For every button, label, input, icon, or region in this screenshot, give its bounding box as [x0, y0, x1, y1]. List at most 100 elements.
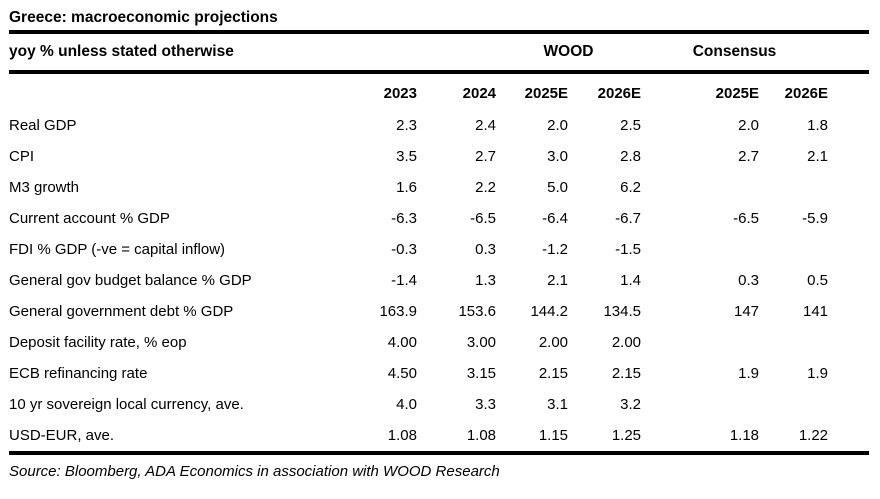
table-title: Greece: macroeconomic projections [9, 6, 869, 34]
table-row: 10 yr sovereign local currency, ave. 4.0… [9, 389, 869, 420]
row-label: General government debt % GDP [9, 303, 234, 320]
value-cell: 2.4 [475, 117, 497, 134]
row-label: Deposit facility rate, % eop [9, 334, 187, 351]
year-header: 2025E [524, 85, 569, 102]
value-cell: 1.18 [729, 427, 760, 444]
row-label: CPI [9, 148, 35, 165]
value-cell: 2.0 [547, 117, 569, 134]
year-header: 2026E [784, 85, 829, 102]
value-cell [759, 172, 869, 203]
value-cell: 2.8 [620, 148, 642, 165]
table-row: FDI % GDP (-ve = capital inflow) -0.3 0.… [9, 234, 869, 265]
table-row: USD-EUR, ave. 1.08 1.08 1.15 1.25 1.18 1… [9, 420, 869, 453]
row-label: Real GDP [9, 117, 77, 134]
value-cell: -6.3 [391, 210, 417, 227]
value-cell: 1.6 [396, 179, 417, 196]
value-cell: 141 [802, 303, 829, 320]
value-cell: 2.15 [611, 365, 642, 382]
value-cell: 3.00 [466, 334, 497, 351]
row-label: USD-EUR, ave. [9, 427, 115, 444]
table-row: Real GDP 2.3 2.4 2.0 2.5 2.0 1.8 [9, 110, 869, 141]
value-cell: 0.3 [738, 272, 760, 289]
year-header: 2025E [715, 85, 760, 102]
row-label: FDI % GDP (-ve = capital inflow) [9, 241, 226, 258]
source-note: Source: Bloomberg, ADA Economics in asso… [9, 463, 500, 480]
value-cell: -5.9 [802, 210, 829, 227]
table-row: General government debt % GDP 163.9 153.… [9, 296, 869, 327]
value-cell [759, 234, 869, 265]
value-cell [641, 327, 759, 358]
value-cell: 1.9 [738, 365, 760, 382]
year-header: 2024 [462, 85, 497, 102]
row-label: Current account % GDP [9, 210, 170, 227]
value-cell: 0.3 [475, 241, 497, 258]
value-cell: 1.8 [807, 117, 829, 134]
value-cell: 3.2 [620, 396, 642, 413]
year-header: 2023 [383, 85, 417, 102]
table-row: Deposit facility rate, % eop 4.00 3.00 2… [9, 327, 869, 358]
value-cell: 1.08 [466, 427, 497, 444]
value-cell: -0.3 [391, 241, 417, 258]
value-cell [641, 234, 759, 265]
value-cell: 3.0 [547, 148, 569, 165]
value-cell: 2.2 [475, 179, 497, 196]
value-cell: 1.25 [611, 427, 642, 444]
table-row: General gov budget balance % GDP -1.4 1.… [9, 265, 869, 296]
row-label: General gov budget balance % GDP [9, 272, 252, 289]
row-label: ECB refinancing rate [9, 365, 148, 382]
macro-projections-table: yoy % unless stated otherwise WOOD Conse… [9, 34, 870, 455]
value-cell: 1.22 [798, 427, 829, 444]
value-cell [759, 389, 869, 420]
value-cell: 2.00 [538, 334, 569, 351]
year-header-row: 2023 2024 2025E 2026E 2025E 2026E [9, 72, 869, 110]
year-header: 2026E [597, 85, 642, 102]
consensus-group-header: Consensus [641, 34, 870, 74]
year-header-spacer [9, 72, 349, 110]
value-cell: -1.2 [542, 241, 569, 258]
value-cell: 2.00 [611, 334, 642, 351]
value-cell: 6.2 [620, 179, 642, 196]
row-label: 10 yr sovereign local currency, ave. [9, 396, 244, 413]
value-cell: 2.7 [738, 148, 760, 165]
value-cell: -1.4 [391, 272, 417, 289]
value-cell: 163.9 [379, 303, 417, 320]
units-note: yoy % unless stated otherwise [9, 34, 497, 74]
value-cell: -6.5 [470, 210, 497, 227]
value-cell: 1.3 [475, 272, 497, 289]
value-cell: 3.5 [396, 148, 417, 165]
value-cell [641, 172, 759, 203]
table-row: M3 growth 1.6 2.2 5.0 6.2 [9, 172, 869, 203]
value-cell: 5.0 [547, 179, 569, 196]
value-cell [641, 389, 759, 420]
value-cell: 3.15 [466, 365, 497, 382]
value-cell: 153.6 [458, 303, 497, 320]
value-cell: 3.1 [547, 396, 569, 413]
value-cell: 4.0 [396, 396, 417, 413]
value-cell: 4.00 [387, 334, 417, 351]
table-row: CPI 3.5 2.7 3.0 2.8 2.7 2.1 [9, 141, 869, 172]
value-cell: 2.0 [738, 117, 760, 134]
value-cell: 2.7 [475, 148, 497, 165]
value-cell: 1.15 [538, 427, 569, 444]
value-cell [759, 327, 869, 358]
table-row: Current account % GDP -6.3 -6.5 -6.4 -6.… [9, 203, 869, 234]
value-cell: 3.3 [475, 396, 497, 413]
value-cell: 0.5 [807, 272, 829, 289]
value-cell: 147 [733, 303, 760, 320]
value-cell: 1.4 [620, 272, 642, 289]
value-cell: 134.5 [603, 303, 642, 320]
value-cell: 1.08 [387, 427, 417, 444]
table-row: ECB refinancing rate 4.50 3.15 2.15 2.15… [9, 358, 869, 389]
group-header-row: yoy % unless stated otherwise WOOD Conse… [9, 34, 870, 74]
value-cell: 4.50 [387, 365, 417, 382]
value-cell: -6.4 [542, 210, 569, 227]
value-cell: 144.2 [530, 303, 569, 320]
value-cell: 1.9 [807, 365, 829, 382]
wood-group-header: WOOD [496, 34, 642, 74]
value-cell: 2.1 [807, 148, 829, 165]
value-cell: 2.1 [547, 272, 569, 289]
value-cell: -6.5 [733, 210, 760, 227]
row-label: M3 growth [9, 179, 80, 196]
value-cell: -1.5 [615, 241, 642, 258]
